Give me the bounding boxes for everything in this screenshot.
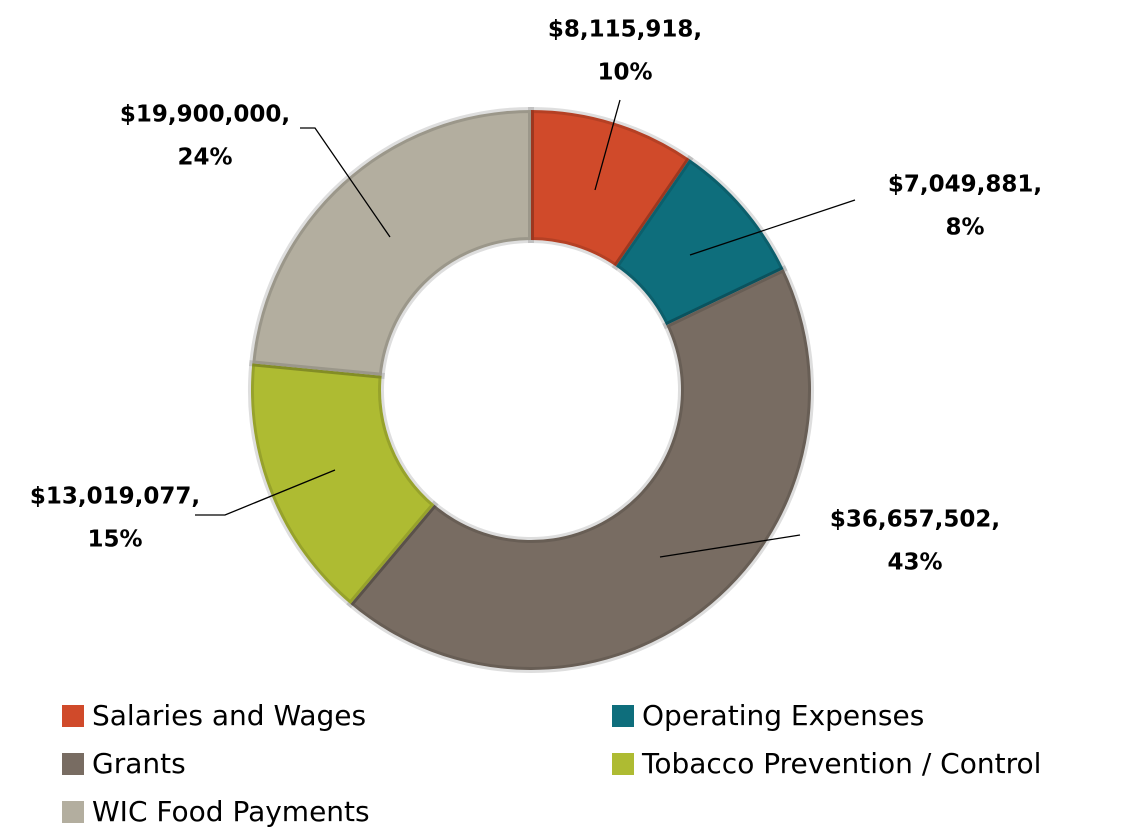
data-label: 15%	[87, 527, 142, 553]
data-label: 43%	[887, 550, 942, 576]
leader-line	[300, 127, 391, 238]
data-label: $19,900,000,	[120, 102, 290, 128]
leader-line	[689, 199, 856, 256]
legend-swatch	[62, 753, 84, 775]
legend-label: Tobacco Prevention / Control	[641, 747, 1041, 780]
donut-slice	[248, 106, 534, 379]
data-label: $8,115,918,	[548, 17, 702, 43]
data-label: $36,657,502,	[830, 507, 1000, 533]
data-label: $13,019,077,	[30, 484, 200, 510]
leader-line	[195, 469, 336, 516]
donut-slice	[248, 360, 439, 609]
legend-label: WIC Food Payments	[92, 795, 370, 828]
donut-slice	[346, 265, 814, 673]
legend-swatch	[62, 705, 84, 727]
legend-label: Operating Expenses	[642, 699, 924, 732]
data-label: 8%	[945, 215, 984, 241]
legend-label: Salaries and Wages	[92, 699, 366, 732]
leader-line	[594, 99, 621, 191]
data-label: 10%	[597, 60, 652, 86]
legend-swatch	[62, 801, 84, 823]
data-label: $7,049,881,	[888, 172, 1042, 198]
donut-slice	[528, 106, 694, 271]
leader-line	[659, 534, 801, 558]
legend-swatch	[612, 705, 634, 727]
legend-swatch	[612, 753, 634, 775]
legend-label: Grants	[92, 747, 186, 780]
donut-slice	[611, 155, 788, 330]
data-label: 24%	[177, 145, 232, 171]
